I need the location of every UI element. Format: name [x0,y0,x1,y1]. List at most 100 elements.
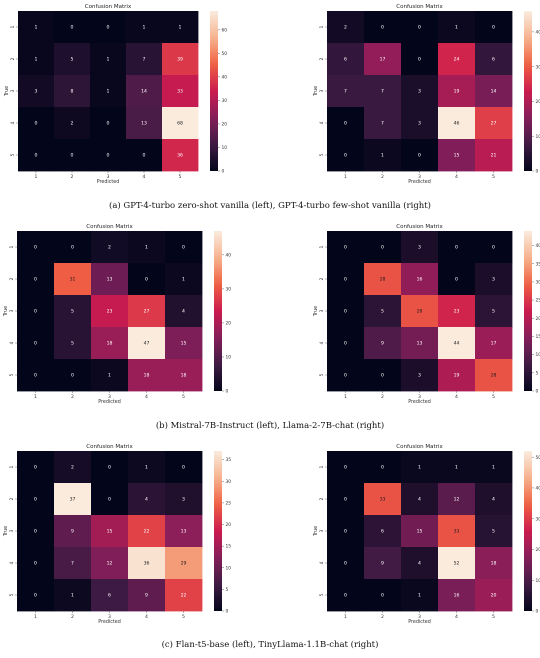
colorbar-tick-label: 40 [536,29,540,35]
cell-value-label: 0 [35,121,38,127]
cell-value-label: 46 [454,121,460,127]
cell-value-label: 0 [344,561,347,567]
colorbar-tick-label: 40 [222,74,228,80]
cell-value-label: 47 [144,341,150,347]
x-tick-label: 4 [145,614,148,620]
colorbar-tick-label: 10 [536,352,540,358]
cell-value-label: 4 [418,561,421,567]
colorbar-tick-label: 50 [222,51,228,57]
colorbar-tick-label: 30 [536,64,540,70]
cell-value-label: 0 [108,465,111,471]
cell-value-label: 6 [108,593,111,599]
x-tick-label: 4 [145,394,148,400]
cell-value-label: 0 [344,529,347,535]
colorbar-tick-label: 10 [226,565,232,571]
y-tick-label: 2 [319,57,325,60]
chart-title: Confusion Matrix [86,224,133,230]
cell-value-label: 0 [34,341,37,347]
y-axis-label: True [313,526,319,537]
colorbar-tick-label: 20 [536,316,540,322]
cell-value-label: 5 [381,309,384,315]
x-tick-label: 1 [344,394,347,400]
cell-value-label: 0 [34,497,37,503]
x-axis-label: Predicted [98,619,121,625]
x-tick-label: 2 [381,174,384,180]
cell-value-label: 1 [107,57,110,63]
cell-value-label: 0 [418,57,421,63]
y-tick-label: 3 [319,309,325,312]
x-tick-label: 5 [492,394,495,400]
colorbar-tick-label: 35 [226,457,232,463]
colorbar-tick-label: 10 [536,134,540,140]
cell-value-label: 29 [181,561,187,567]
caption-b: (b) Mistral-7B-Instruct (left), Llama-2-… [0,421,540,431]
cell-value-label: 21 [491,153,497,159]
x-axis-label: Predicted [98,399,121,405]
colorbar-tick-label: 10 [536,578,540,584]
heatmap-panel-3: Confusion Matrix0 0 2 1 00 31 13 0 10 5 23 27 40 5 18 4… [3,224,231,405]
y-tick-label: 2 [10,57,16,60]
cell-value-label: 0 [35,153,38,159]
y-tick-label: 5 [319,153,325,156]
cell-value-label: 15 [181,341,187,347]
cell-value-label: 0 [34,309,37,315]
x-tick-label: 4 [455,614,458,620]
cell-value-label: 0 [34,245,37,251]
cell-value-label: 33 [454,529,460,535]
cell-value-label: 0 [344,121,347,127]
cell-value-label: 5 [71,57,74,63]
cell-value-label: 0 [143,153,146,159]
cell-value-label: 17 [491,341,497,347]
cell-value-label: 0 [34,561,37,567]
colorbar-tick-label: 20 [536,99,540,105]
y-tick-label: 5 [319,593,325,596]
cell-value-label: 6 [492,57,495,63]
cell-value-label: 0 [455,245,458,251]
cell-value-label: 37 [70,497,76,503]
cell-value-label: 16 [417,277,423,283]
cell-value-label: 3 [418,245,421,251]
colorbar-tick-label: 40 [226,252,232,258]
cell-value-label: 23 [107,309,113,315]
colorbar [524,231,532,391]
x-tick-label: 2 [381,394,384,400]
colorbar-tick-label: 35 [536,261,540,267]
cell-value-label: 4 [145,497,148,503]
cell-value-label: 14 [491,89,497,95]
cell-value-label: 7 [344,89,347,95]
cell-value-label: 0 [344,593,347,599]
cell-value-label: 15 [107,529,113,535]
cell-value-label: 9 [381,341,384,347]
colorbar-tick-label: 40 [536,486,540,492]
cell-value-label: 15 [417,529,423,535]
x-tick-label: 1 [34,614,37,620]
cell-value-label: 36 [144,561,150,567]
cell-value-label: 9 [381,561,384,567]
cell-value-label: 0 [492,245,495,251]
colorbar-tick-label: 5 [536,370,539,376]
cell-value-label: 4 [418,497,421,503]
cell-value-label: 9 [145,593,148,599]
cell-value-label: 24 [454,57,460,63]
cell-value-label: 0 [381,373,384,379]
colorbar [524,451,532,611]
x-tick-label: 2 [71,394,74,400]
cell-value-label: 1 [108,373,111,379]
cell-value-label: 0 [344,277,347,283]
x-tick-label: 1 [344,614,347,620]
cell-value-label: 1 [35,25,38,31]
cell-value-label: 0 [34,465,37,471]
y-axis-label: True [3,526,9,537]
cell-value-label: 0 [71,25,74,31]
cell-value-label: 12 [454,497,460,503]
y-tick-label: 2 [9,497,15,500]
cell-value-label: 0 [381,593,384,599]
cell-value-label: 20 [491,593,497,599]
cell-value-label: 19 [454,89,460,95]
cell-value-label: 1 [182,277,185,283]
cell-value-label: 0 [182,465,185,471]
cell-value-label: 2 [344,25,347,31]
cell-value-label: 5 [71,341,74,347]
cell-value-label: 0 [381,465,384,471]
